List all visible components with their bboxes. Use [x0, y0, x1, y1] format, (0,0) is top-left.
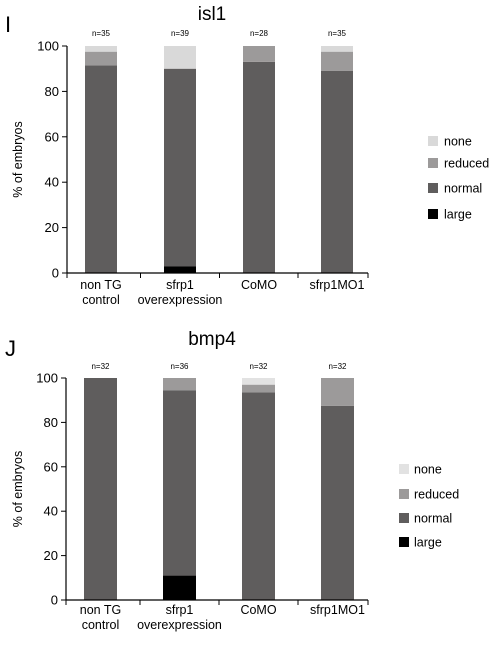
legend-swatch-reduced: [428, 158, 438, 168]
legend-label-none: none: [444, 135, 472, 149]
category-label-line: overexpression: [137, 618, 222, 632]
bar-normal-4: [321, 70, 353, 273]
bar-none-1: [85, 46, 117, 52]
legend-label-large: large: [414, 536, 442, 550]
category-label-line: sfrp1MO1: [310, 603, 365, 617]
category-label-line: sfrp1: [166, 278, 194, 292]
n-label: n=35: [92, 29, 111, 38]
legend: none reduced normal large: [399, 463, 459, 550]
legend-label-normal: normal: [444, 182, 482, 196]
bar-normal-1: [85, 65, 117, 273]
bar-none-4: [321, 46, 353, 52]
bar-reduced-1: [85, 51, 117, 66]
bar-none-3: [242, 378, 275, 385]
bar-normal-1: [84, 378, 117, 600]
category-label-line: sfrp1: [166, 603, 194, 617]
panel-letter: J: [5, 336, 16, 361]
legend-swatch-reduced: [399, 489, 409, 499]
chart-title: bmp4: [188, 329, 236, 350]
legend-swatch-normal: [399, 513, 409, 523]
panel-letter: I: [5, 12, 11, 37]
n-label: n=39: [171, 29, 190, 38]
category-label-line: sfrp1MO1: [310, 278, 365, 292]
legend-swatch-none: [428, 136, 438, 146]
bar-large-2: [163, 575, 196, 600]
y-tick-label: 20: [45, 220, 59, 235]
category-label-line: overexpression: [138, 293, 223, 307]
legend-swatch-large: [428, 209, 438, 219]
category-label-line: CoMO: [240, 603, 276, 617]
y-tick-label: 40: [45, 175, 59, 190]
bar-normal-2: [164, 68, 196, 267]
bar-normal-2: [163, 390, 196, 576]
bar-normal-3: [242, 392, 275, 600]
y-axis-label: % of embryos: [11, 121, 25, 197]
chart-title: isl1: [198, 4, 227, 25]
y-tick-label: 60: [44, 459, 58, 474]
category-label: CoMO: [241, 278, 277, 292]
bar-reduced-2: [163, 378, 196, 391]
category-label: sfrp1 overexpression: [137, 603, 222, 632]
category-label: non TG control: [80, 278, 121, 307]
y-tick-label: 60: [45, 129, 59, 144]
n-label: n=32: [249, 362, 268, 371]
category-label-line: non TG: [80, 278, 121, 292]
y-tick-label: 80: [45, 84, 59, 99]
category-label-line: control: [82, 618, 120, 632]
legend-label-reduced: reduced: [444, 157, 489, 171]
n-label: n=32: [91, 362, 110, 371]
legend-label-reduced: reduced: [414, 488, 459, 502]
bar-reduced-4: [321, 378, 354, 406]
category-label: non TG control: [80, 603, 121, 632]
y-tick-label: 80: [44, 415, 58, 430]
legend-swatch-normal: [428, 183, 438, 193]
bar-large-2: [164, 266, 196, 273]
n-label: n=28: [250, 29, 269, 38]
y-tick-label: 20: [44, 548, 58, 563]
legend-label-normal: normal: [414, 512, 452, 526]
category-label-line: control: [82, 293, 120, 307]
bar-reduced-3: [242, 384, 275, 393]
y-tick-label: 0: [52, 266, 59, 281]
legend-label-large: large: [444, 208, 472, 222]
y-tick-label: 100: [36, 371, 58, 386]
y-tick-label: 40: [44, 504, 58, 519]
y-axis-label: % of embryos: [11, 451, 25, 527]
category-label: sfrp1MO1: [310, 603, 365, 617]
n-label: n=35: [328, 29, 347, 38]
category-label: sfrp1 overexpression: [138, 278, 223, 307]
legend-swatch-large: [399, 537, 409, 547]
bar-reduced-3: [243, 46, 275, 62]
category-label: sfrp1MO1: [310, 278, 365, 292]
bar-normal-3: [243, 61, 275, 273]
category-label-line: CoMO: [241, 278, 277, 292]
bar-reduced-4: [321, 51, 353, 71]
legend-swatch-none: [399, 464, 409, 474]
category-label-line: non TG: [80, 603, 121, 617]
category-label: CoMO: [240, 603, 276, 617]
bar-none-2: [164, 46, 196, 69]
legend-label-none: none: [414, 463, 442, 477]
bar-normal-4: [321, 405, 354, 600]
n-label: n=36: [170, 362, 189, 371]
legend: none reduced normal large: [428, 135, 489, 222]
y-tick-label: 100: [37, 39, 59, 54]
n-label: n=32: [328, 362, 347, 371]
y-tick-label: 0: [51, 593, 58, 608]
